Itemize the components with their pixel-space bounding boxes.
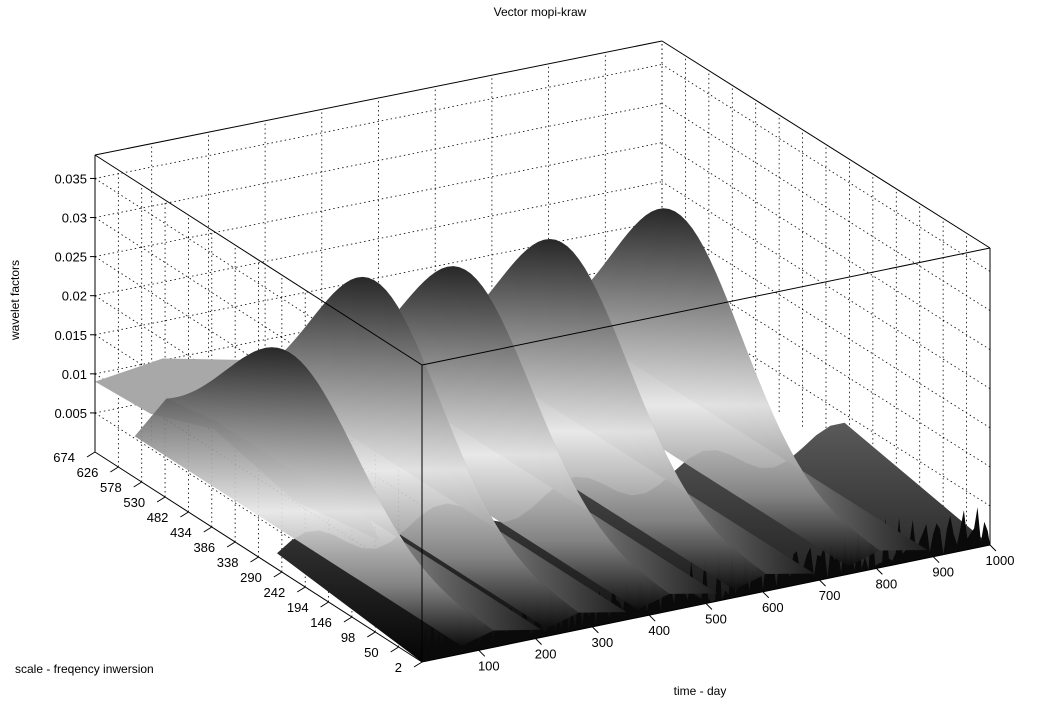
x-tick (762, 591, 770, 599)
axis-edge (94, 154, 423, 366)
y-tick (156, 496, 166, 503)
surface-noise (422, 507, 990, 662)
y-tick (390, 646, 399, 653)
grid-line-z (94, 64, 663, 179)
y-tick-label: 98 (341, 630, 355, 645)
grid-line-z (661, 142, 991, 350)
y-tick (413, 661, 423, 668)
y-tick-label: 482 (147, 510, 169, 525)
y-tick-label: 434 (170, 525, 192, 540)
y-tick (367, 631, 376, 638)
tick-labels: 0.005 0.01 0.015 0.02 0.025 0.03 0.035 2 50 98 146… (53, 171, 1014, 675)
surface-ridge-face (134, 347, 494, 646)
x-tick (535, 638, 542, 645)
y-tick-label: 578 (100, 480, 122, 495)
y-tick-label: 290 (240, 570, 262, 585)
grid-line-z (94, 178, 423, 389)
x-tick-label: 200 (535, 647, 557, 662)
surface-ridge-face (219, 276, 579, 629)
x-tick-label: 800 (876, 576, 898, 591)
y-tick (203, 526, 213, 533)
y-tick-label: 386 (193, 540, 215, 555)
x-tick (592, 626, 599, 634)
grid-line-z (661, 64, 991, 272)
y-tick-label: 626 (77, 465, 99, 480)
z-tick-label: 0.005 (54, 406, 87, 421)
grid-line-z (661, 298, 991, 507)
x-tick (705, 603, 713, 610)
y-tick-label: 338 (217, 555, 239, 570)
grid-line-z (94, 142, 663, 257)
x-tick (876, 568, 883, 575)
x-tick (932, 556, 940, 564)
x-axis-label: time - day (674, 684, 727, 698)
y-tick-label: 146 (310, 615, 332, 630)
x-tick (819, 579, 826, 587)
z-tick-label: 0.035 (54, 171, 87, 186)
x-tick-label: 900 (932, 565, 954, 580)
axis-edge (421, 247, 991, 366)
y-tick-label: 530 (123, 495, 145, 510)
y-tick (296, 586, 306, 593)
x-tick-label: 600 (762, 600, 784, 615)
y-axis-label: scale - freqency inwersion (15, 662, 154, 676)
y-tick (250, 556, 259, 563)
x-tick-label: 300 (592, 635, 614, 650)
y-tick-label: 674 (53, 450, 75, 465)
x-tick-label: 700 (819, 588, 841, 603)
x-tick-label: 100 (478, 658, 500, 673)
y-tick (226, 541, 236, 548)
y-tick (86, 451, 96, 458)
x-tick-label: 1000 (986, 553, 1015, 568)
surface (95, 208, 990, 662)
y-tick (343, 616, 353, 623)
x-tick (478, 649, 486, 657)
surface-ridge-face (520, 208, 880, 567)
z-tick-label: 0.015 (54, 328, 87, 343)
x-tick-label: 400 (648, 623, 670, 638)
y-tick (110, 466, 119, 473)
z-axis-label: wavelet factors (8, 260, 22, 341)
y-tick-label: 242 (264, 585, 286, 600)
grid-line-z (94, 412, 423, 624)
x-tick (648, 614, 656, 622)
grid-line-z (661, 259, 991, 468)
grid-line-z (661, 181, 991, 390)
axis-edge (661, 40, 991, 249)
y-tick (320, 601, 329, 608)
z-tick-label: 0.025 (54, 250, 87, 265)
y-tick (180, 511, 189, 518)
z-tick-label: 0.01 (62, 367, 87, 382)
z-tick-label: 0.03 (62, 211, 87, 226)
chart-title: Vector mopi-kraw (494, 5, 587, 19)
y-tick-label: 50 (364, 645, 378, 660)
y-tick (133, 481, 142, 488)
grid-line-z (94, 181, 663, 297)
x-tick-label: 500 (705, 612, 727, 627)
x-tick (989, 544, 997, 552)
z-tick-label: 0.02 (62, 289, 87, 304)
y-tick-label: 2 (395, 660, 402, 675)
y-tick-label: 194 (287, 600, 309, 615)
y-tick (273, 571, 283, 578)
axis-edge (94, 40, 663, 156)
